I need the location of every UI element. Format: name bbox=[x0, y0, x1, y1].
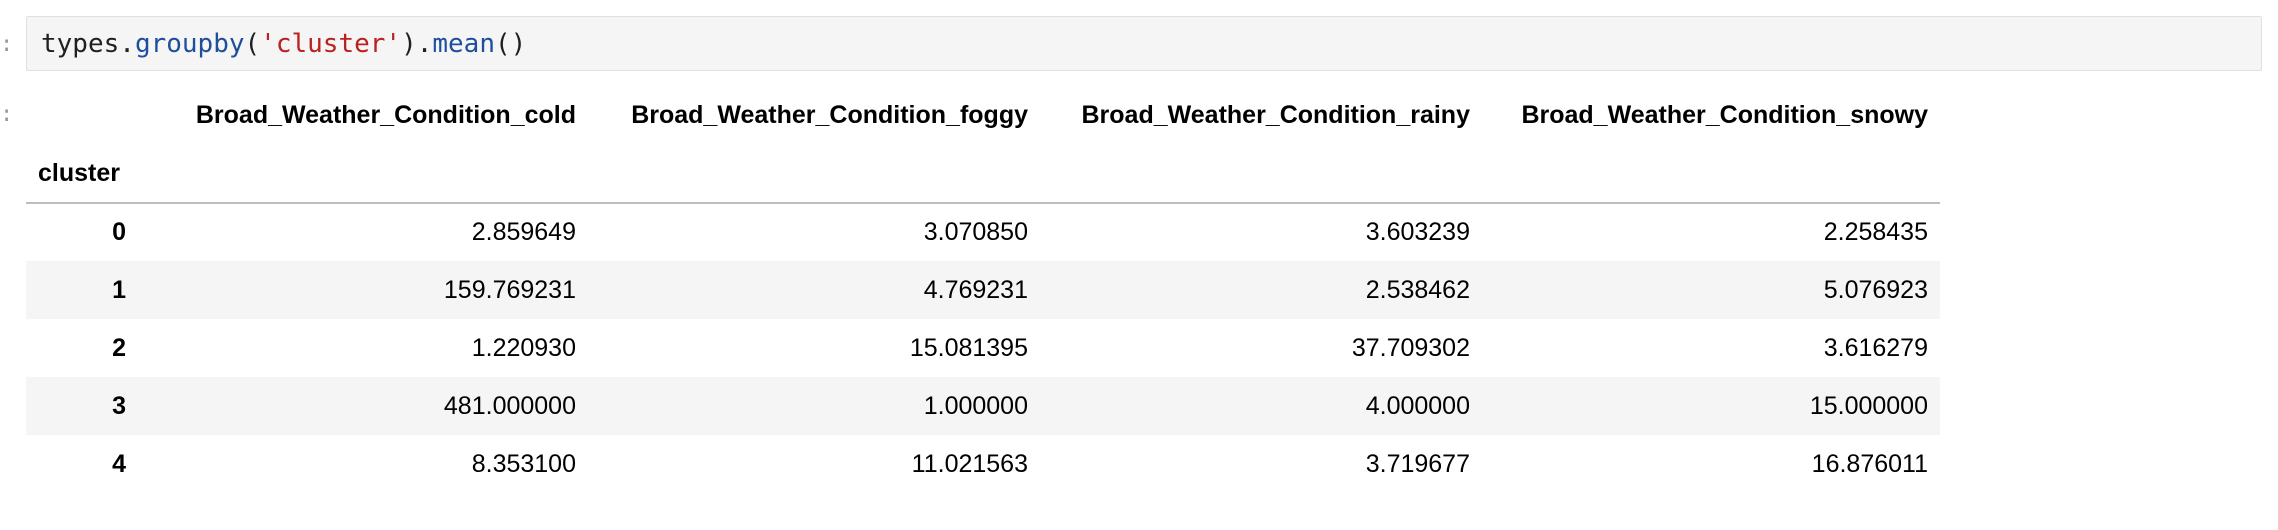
table-cell: 8.353100 bbox=[471, 449, 576, 478]
table-cell: 37.709302 bbox=[1351, 333, 1470, 362]
cell-output-area: Broad_Weather_Condition_cold Broad_Weath… bbox=[26, 86, 1940, 493]
code-token-method: mean bbox=[432, 28, 495, 59]
table-cell: 159.769231 bbox=[443, 275, 576, 304]
column-header: Broad_Weather_Condition_foggy bbox=[631, 100, 1028, 129]
table-cell: 15.000000 bbox=[1809, 391, 1928, 420]
empty-header-cell bbox=[588, 144, 1040, 203]
table-row: 0 2.859649 3.070850 3.603239 2.258435 bbox=[26, 203, 1940, 261]
index-name-header: cluster bbox=[38, 158, 120, 187]
table-row: 3 481.000000 1.000000 4.000000 15.000000 bbox=[26, 377, 1940, 435]
table-cell: 15.081395 bbox=[909, 333, 1028, 362]
empty-header-cell bbox=[1040, 144, 1482, 203]
code-token-paren-open: ( bbox=[244, 28, 261, 59]
table-cell: 5.076923 bbox=[1823, 275, 1928, 304]
table-cell: 4.769231 bbox=[923, 275, 1028, 304]
table-cell: 3.070850 bbox=[923, 218, 1028, 246]
code-token-call-parens: () bbox=[495, 28, 527, 59]
table-row: 1 159.769231 4.769231 2.538462 5.076923 bbox=[26, 261, 1940, 319]
table-row: 2 1.220930 15.081395 37.709302 3.616279 bbox=[26, 319, 1940, 377]
code-token-method: groupby bbox=[134, 28, 245, 59]
code-token-dot: . bbox=[119, 28, 135, 59]
output-prompt-marker: : bbox=[0, 102, 14, 127]
table-cell: 4.000000 bbox=[1365, 391, 1470, 420]
table-cell: 481.000000 bbox=[443, 391, 576, 420]
table-cell: 16.876011 bbox=[1811, 449, 1928, 478]
code-input-cell[interactable]: types. groupby('cluster'). mean() bbox=[26, 16, 2262, 71]
table-cell: 3.719677 bbox=[1365, 449, 1470, 478]
table-cell: 1.000000 bbox=[923, 391, 1028, 420]
empty-header-cell bbox=[138, 144, 588, 203]
row-index-cell: 1 bbox=[112, 275, 126, 304]
row-index-cell: 4 bbox=[112, 449, 126, 478]
table-cell: 1.220930 bbox=[471, 333, 576, 362]
table-cell: 11.021563 bbox=[911, 449, 1028, 478]
table-cell: 3.616279 bbox=[1823, 333, 1928, 362]
column-header-row: Broad_Weather_Condition_cold Broad_Weath… bbox=[26, 86, 1940, 144]
code-token-string: 'cluster' bbox=[260, 28, 402, 59]
table-cell: 2.258435 bbox=[1823, 218, 1928, 246]
table-cell: 2.538462 bbox=[1365, 275, 1470, 304]
column-header: Broad_Weather_Condition_snowy bbox=[1521, 100, 1928, 129]
table-cell: 3.603239 bbox=[1365, 218, 1470, 246]
dataframe-table: Broad_Weather_Condition_cold Broad_Weath… bbox=[26, 86, 1940, 493]
empty-header-cell bbox=[1482, 144, 1940, 203]
column-header: Broad_Weather_Condition_cold bbox=[195, 100, 576, 129]
table-cell: 2.859649 bbox=[471, 218, 576, 246]
row-index-cell: 0 bbox=[112, 218, 126, 246]
column-header: Broad_Weather_Condition_rainy bbox=[1081, 100, 1470, 129]
index-name-row: cluster bbox=[26, 144, 1940, 203]
row-index-cell: 3 bbox=[112, 391, 126, 420]
corner-header-cell bbox=[26, 86, 138, 144]
table-row: 4 8.353100 11.021563 3.719677 16.876011 bbox=[26, 435, 1940, 493]
code-token-paren-close: ) bbox=[401, 28, 417, 59]
row-index-cell: 2 bbox=[112, 333, 126, 362]
input-prompt-marker: : bbox=[0, 32, 14, 57]
code-token-dot: . bbox=[416, 28, 433, 59]
code-token-variable: types bbox=[41, 28, 120, 59]
